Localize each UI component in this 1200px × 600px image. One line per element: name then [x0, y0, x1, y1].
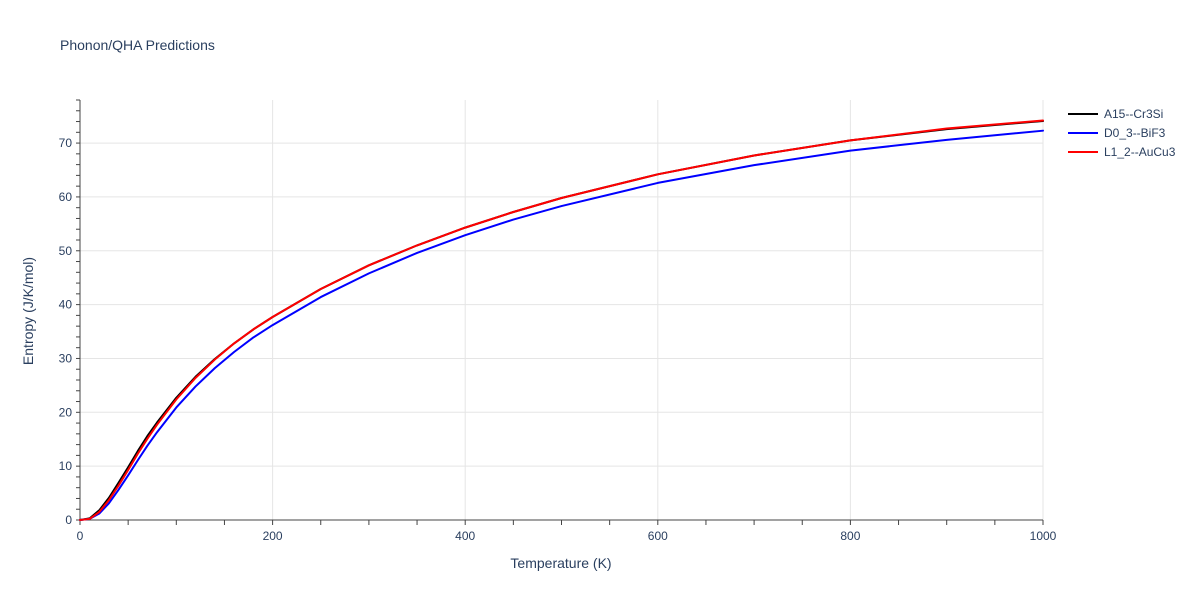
legend-label-D0_3--BiF3: D0_3--BiF3 — [1104, 126, 1166, 140]
x-tick-label: 600 — [648, 529, 668, 543]
y-tick-label: 60 — [59, 190, 73, 204]
series-layer — [79, 119, 1044, 521]
x-tick-label: 800 — [840, 529, 860, 543]
series-line-D0_3--BiF3 — [79, 129, 1044, 521]
x-tick-label: 1000 — [1030, 529, 1057, 543]
series-line-L1_2--AuCu3 — [79, 119, 1044, 521]
x-axis-title: Temperature (K) — [510, 555, 611, 571]
y-tick-label: 10 — [59, 459, 73, 473]
y-tick-label: 40 — [59, 298, 73, 312]
legend-label-A15--Cr3Si: A15--Cr3Si — [1104, 107, 1163, 121]
y-axis-title: Entropy (J/K/mol) — [20, 257, 36, 365]
x-tick-label: 400 — [455, 529, 475, 543]
x-tick-label: 0 — [77, 529, 84, 543]
chart-title: Phonon/QHA Predictions — [60, 37, 215, 53]
y-tick-label: 0 — [65, 513, 72, 527]
y-tick-label: 30 — [59, 351, 73, 365]
legend: A15--Cr3Si D0_3--BiF3 L1_2--AuCu3 — [1068, 107, 1176, 159]
y-tick-label: 50 — [59, 244, 73, 258]
grid-layer — [80, 100, 1044, 520]
legend-label-L1_2--AuCu3: L1_2--AuCu3 — [1104, 145, 1176, 159]
y-tick-label: 70 — [59, 136, 73, 150]
axes-layer: 0 200 400 600 800 1000 0 10 20 30 40 50 60 70 — [59, 99, 1057, 543]
series-line-A15--Cr3Si — [79, 120, 1044, 521]
x-tick-label: 200 — [263, 529, 283, 543]
y-tick-label: 20 — [59, 405, 73, 419]
